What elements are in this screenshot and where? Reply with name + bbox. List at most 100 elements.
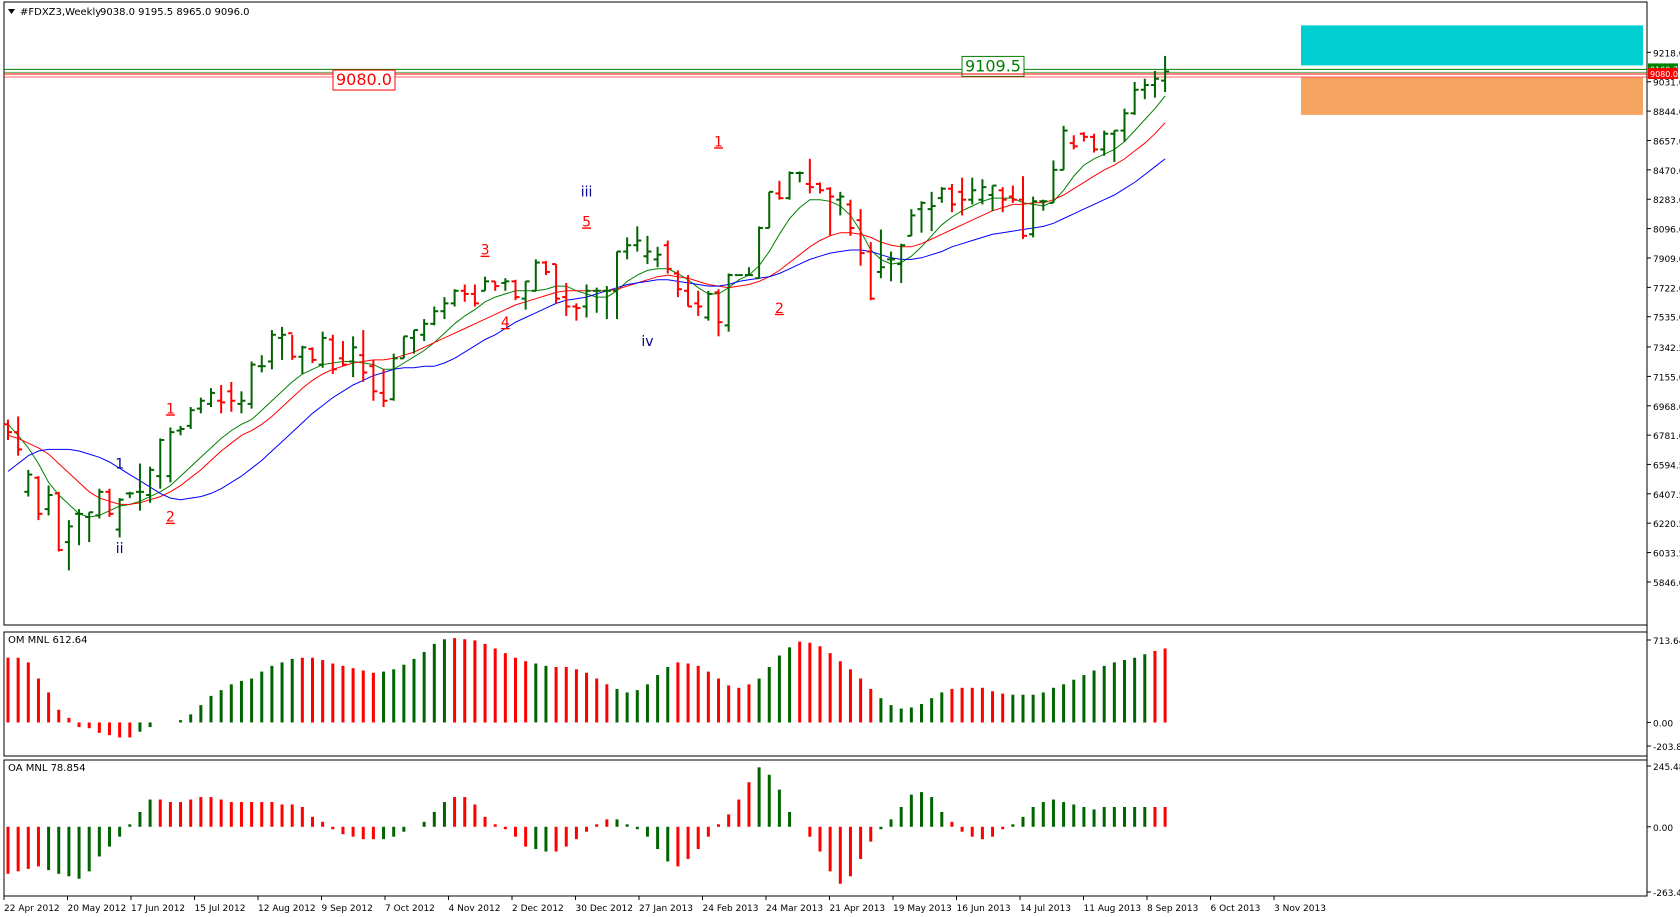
ohlc-bar [1039, 199, 1048, 211]
ohlc-bar [1150, 70, 1159, 98]
wave-label: 2 [166, 510, 175, 526]
ohlc-bar [1110, 129, 1119, 163]
ohlc-bar [1140, 78, 1149, 100]
resistance-zone [1301, 25, 1643, 66]
ohlc-bar [1161, 55, 1170, 93]
ohlc-bar [338, 341, 347, 367]
ohlc-bar [379, 369, 388, 408]
triangle-down-icon[interactable] [8, 9, 15, 14]
ohlc-bar [978, 179, 987, 205]
ohlc-bar [328, 334, 337, 375]
ohlc-bar [349, 336, 358, 378]
ohlc-bar [511, 279, 520, 301]
ohlc-bar [491, 280, 500, 291]
time-tick-label: 6 Oct 2013 [1211, 904, 1261, 914]
ohlc-bar [14, 416, 23, 456]
ohlc-bar [866, 242, 875, 301]
ohlc-bar [237, 391, 246, 414]
wave-label: iii [581, 185, 593, 201]
wave-label: 3 [481, 243, 490, 259]
ohlc-bar [552, 263, 561, 304]
ohlc-bar [1019, 176, 1027, 239]
ohlc-bar [267, 330, 276, 370]
ohlc-bar [582, 284, 591, 318]
ohlc-bar [521, 280, 530, 310]
price-tick-label: 7909.0 [1653, 255, 1680, 265]
ohlc-bar [450, 289, 459, 307]
time-tick-label: 2 Dec 2012 [512, 904, 564, 914]
ohlc-bar [430, 306, 439, 326]
ohlc-bar [399, 335, 408, 360]
ohlc-bar [389, 353, 398, 401]
wave-label: iv [641, 334, 653, 350]
ohlc-bar [156, 438, 165, 489]
ohlc-bar [34, 476, 43, 521]
price-line-label-box [332, 69, 396, 91]
ohlc-bar [1008, 185, 1017, 203]
ohlc-bar [369, 359, 378, 401]
wave-label: 2 [775, 301, 784, 317]
price-line-label-box [961, 55, 1025, 77]
price-tick-label: 8470.0 [1653, 167, 1680, 177]
ohlc-bar [917, 201, 926, 233]
price-tick-label: 9218.0 [1653, 49, 1680, 59]
ohlc-bar [308, 347, 317, 364]
ohlc-bar [227, 381, 236, 412]
ohlc-bar [795, 171, 804, 183]
ohlc-bar [856, 209, 865, 266]
ohlc-bar [765, 190, 774, 229]
ohlc-bar [937, 187, 946, 203]
ohlc-bar [694, 290, 703, 316]
time-tick-label: 15 Jul 2012 [195, 904, 246, 914]
price-axis: 9218.0 9031.0 8844.0 8657.0 8470.0 8283.0 8096… [1647, 49, 1680, 589]
ohlc-bar [744, 267, 753, 277]
time-tick-label: 24 Mar 2013 [766, 904, 823, 914]
ohlc-bar [75, 509, 84, 546]
time-tick-label: 30 Dec 2012 [576, 904, 634, 914]
time-tick-label: 16 Jun 2013 [957, 904, 1011, 914]
ohlc-bar [318, 331, 327, 368]
time-tick-label: 9 Sep 2012 [322, 904, 373, 914]
ohlc-bar [775, 180, 784, 200]
ohlc-bar [207, 388, 215, 408]
price-tag-label: 9080.0 [1650, 70, 1678, 79]
ohlc-bar [186, 407, 195, 430]
ohlc-bar [146, 466, 155, 503]
om-indicator-title: OM MNL 612.64 [8, 635, 88, 646]
time-tick-label: 22 Apr 2012 [4, 904, 60, 914]
ohlc-bar [460, 284, 469, 302]
ohlc-bar [257, 355, 266, 373]
ohlc-bar [1029, 196, 1038, 238]
wave-label: 1 [714, 134, 723, 150]
ohlc-bar [958, 177, 967, 216]
ohlc-bar [724, 273, 733, 332]
ohlc-bar [440, 297, 449, 320]
ohlc-bar [166, 427, 175, 483]
ohlc-bar [481, 276, 490, 292]
time-tick-label: 24 Feb 2013 [703, 904, 759, 914]
price-tick-label: 8283.0 [1653, 196, 1680, 206]
price-line-label: 9080.0 [336, 70, 392, 89]
ohlc-bar [907, 209, 916, 237]
ohlc-bar [135, 463, 144, 511]
ohlc-bar [785, 171, 794, 200]
ohlc-bar [613, 250, 621, 320]
support-zone [1301, 77, 1643, 115]
ohlc-bar [846, 199, 855, 236]
time-tick-label: 11 Aug 2013 [1084, 904, 1142, 914]
ohlc-bar [247, 361, 256, 409]
ohlc-bar [673, 270, 682, 298]
time-tick-label: 3 Nov 2013 [1274, 904, 1326, 914]
oa-histogram: 245.486 0.00 -263.448 [6, 763, 1680, 899]
price-tick-label: 5846.0 [1653, 579, 1680, 589]
ohlc-bar [826, 187, 835, 236]
ohlc-bar [876, 229, 885, 279]
price-tick-label: 6033.5 [1653, 550, 1680, 560]
ohlc-bar [1100, 130, 1109, 156]
time-tick-label: 14 Jul 2013 [1020, 904, 1071, 914]
wave-label: 4 [501, 315, 510, 331]
ohlc-bar [602, 286, 611, 320]
ohlc-bar [1120, 108, 1129, 142]
ohlc-bar [4, 419, 12, 441]
